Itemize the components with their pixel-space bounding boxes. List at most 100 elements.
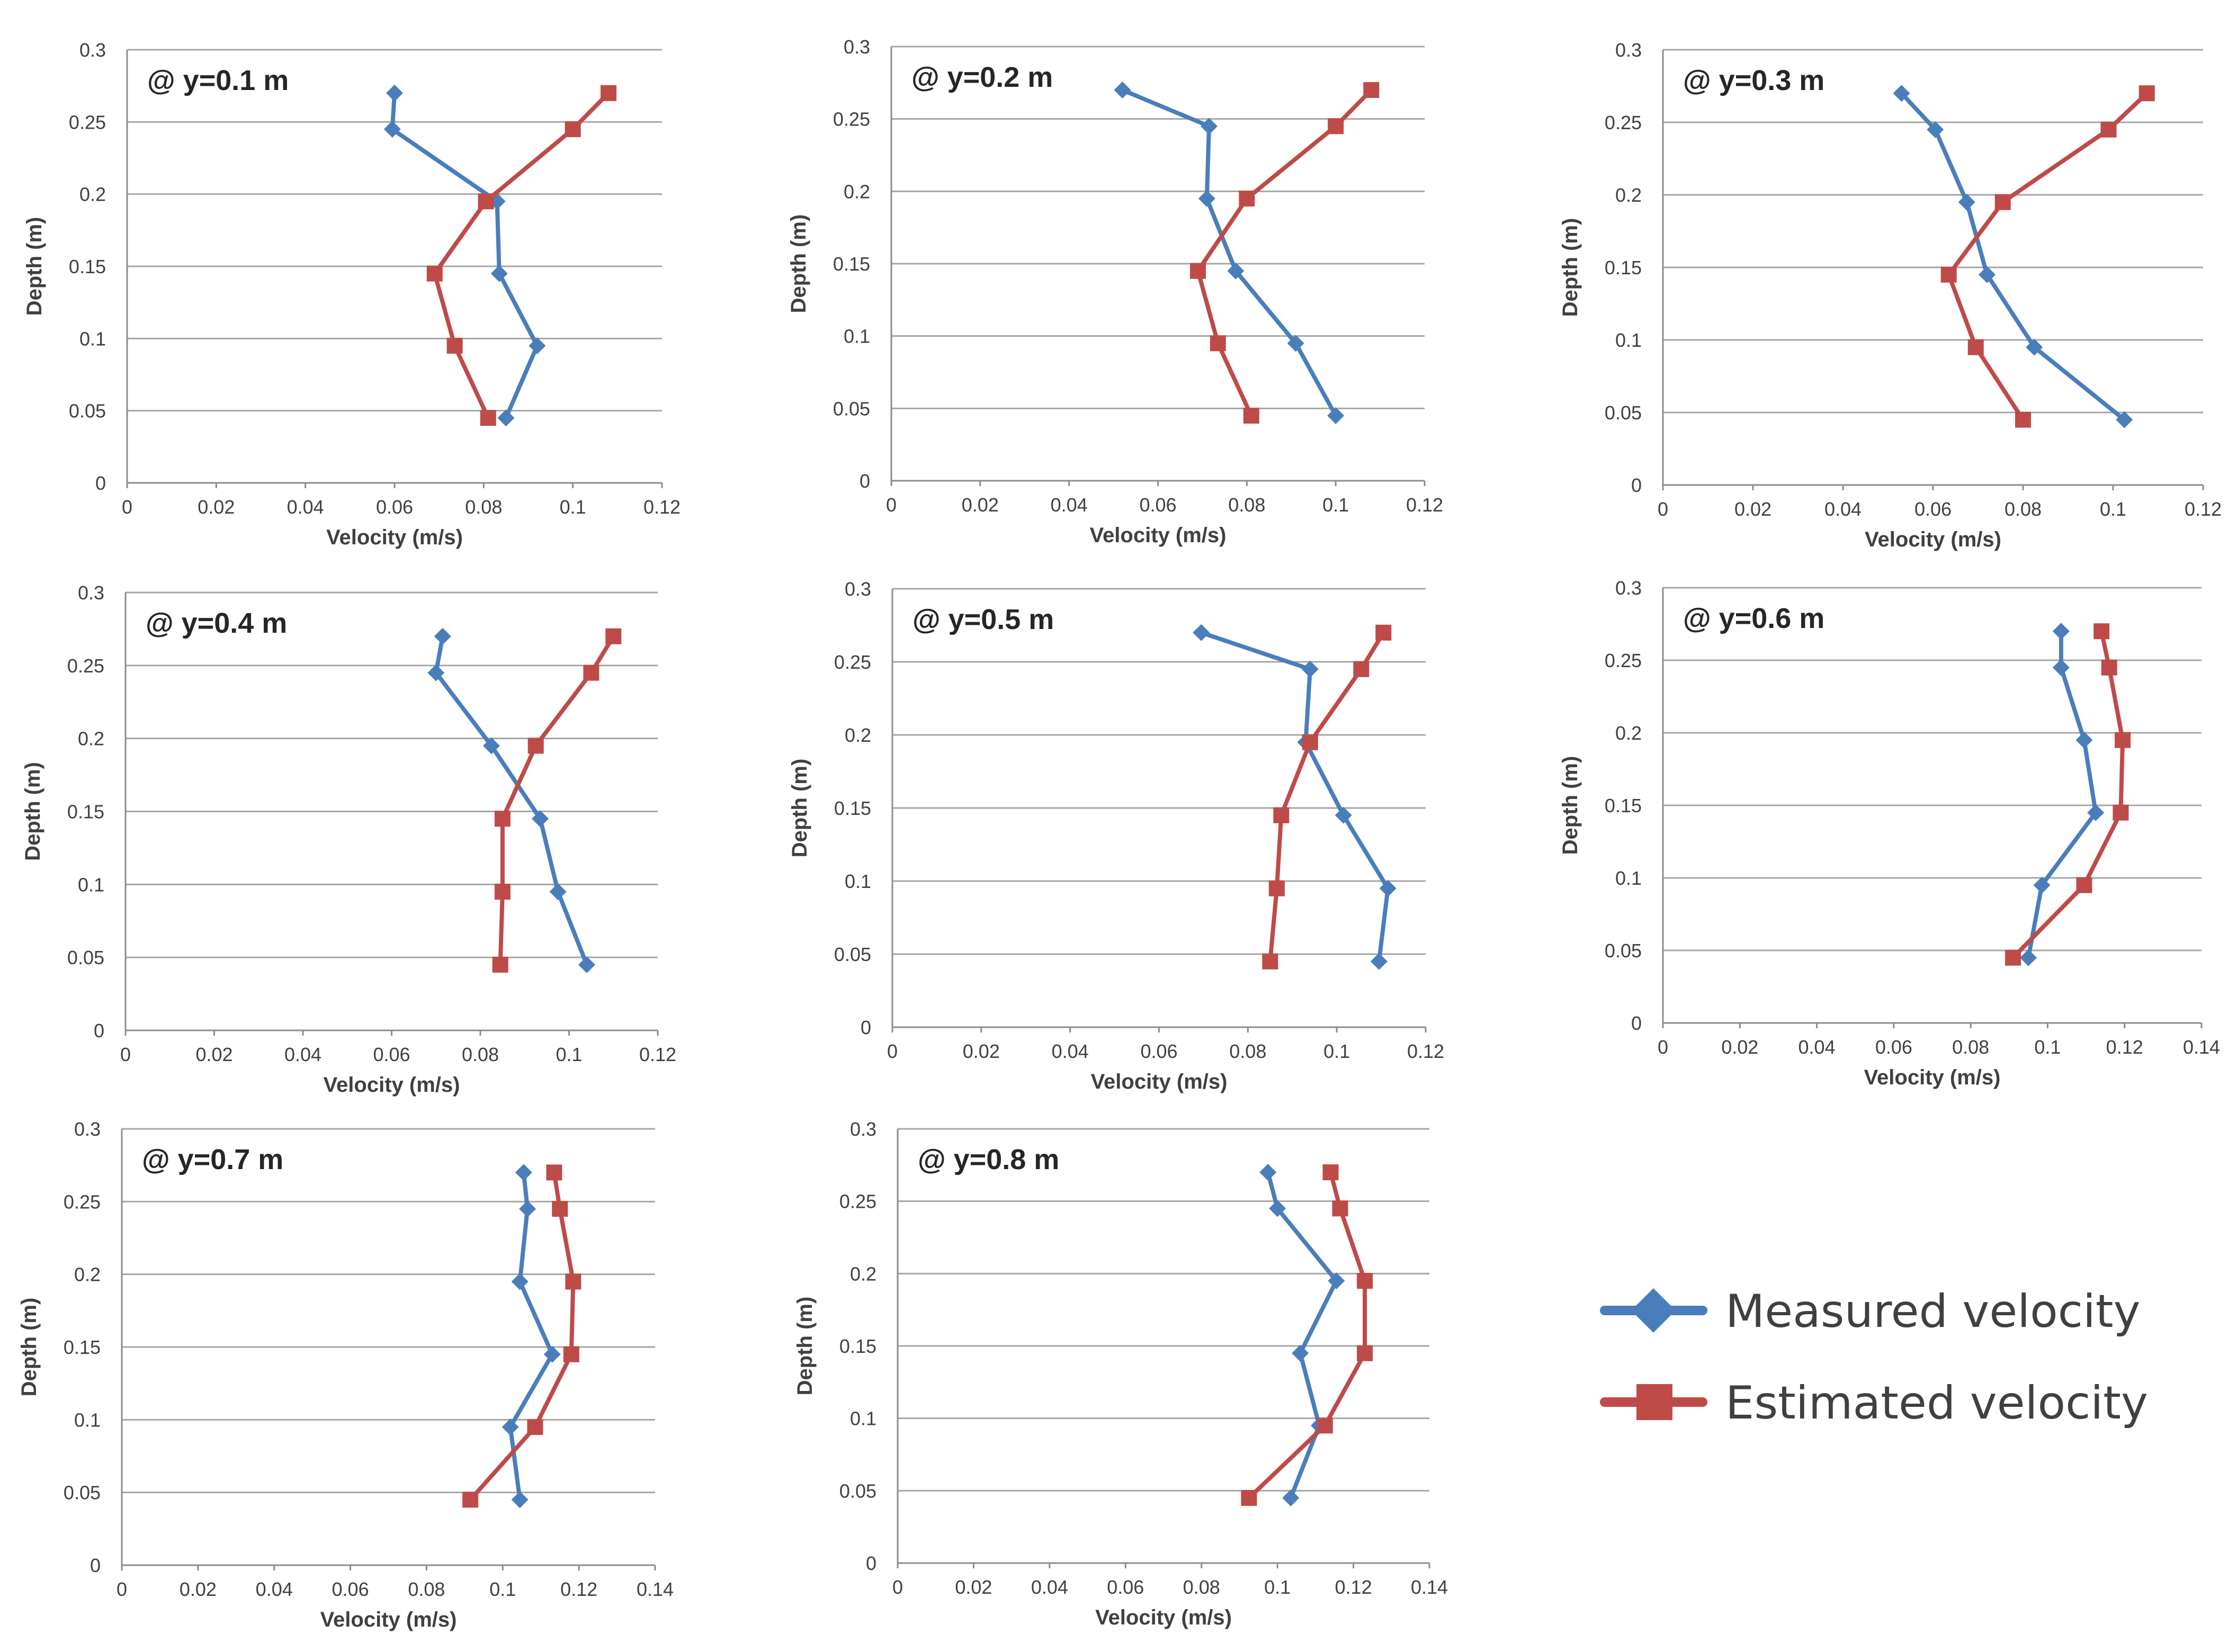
data-point-diamond: [2026, 338, 2043, 356]
x-tick-label: 0: [122, 496, 132, 518]
data-point-square: [2138, 85, 2155, 102]
chart-panel: 0 0.05 0.1 0.15 0.2 0.25 0.3 0 0.02 0.04 0.06 0.08 0…: [793, 1118, 1448, 1629]
x-axis-label: Velocity (m/s): [1095, 1606, 1232, 1629]
x-tick-label: 0.12: [643, 496, 681, 518]
x-tick-label: 0.04: [287, 496, 324, 518]
data-point-diamond: [502, 1418, 519, 1436]
data-point-square: [1241, 1490, 1257, 1506]
data-point-diamond: [1292, 1344, 1309, 1362]
data-point-square: [2005, 949, 2021, 966]
data-point-diamond: [1379, 879, 1397, 897]
y-tick-label: 0.15: [69, 256, 106, 277]
y-axis-label: Depth (m): [23, 217, 46, 316]
x-tick-label: 0.08: [1952, 1036, 1989, 1058]
y-tick-label: 0.3: [844, 36, 870, 58]
x-tick-label: 0.02: [198, 496, 235, 518]
data-point-diamond: [2033, 876, 2051, 894]
y-axis-label: Depth (m): [788, 759, 811, 858]
data-point-square: [1302, 734, 1318, 750]
series-estimated: [1940, 85, 2155, 428]
data-point-diamond: [549, 883, 567, 901]
x-tick-label: 0.12: [1407, 1040, 1444, 1062]
x-tick-label: 0.1: [489, 1578, 516, 1600]
x-tick-label: 0.08: [1183, 1576, 1220, 1598]
x-tick-label: 0.12: [1335, 1576, 1372, 1598]
panel-title: @ y=0.3 m: [1683, 65, 1824, 96]
x-tick-label: 0.08: [1228, 494, 1265, 516]
data-point-square: [2100, 121, 2117, 138]
chart-panel: 0 0.05 0.1 0.15 0.2 0.25 0.3 0 0.02 0.04 0.06 0.08 0…: [1559, 39, 2222, 551]
series-measured: [427, 627, 595, 973]
series-measured: [2020, 623, 2105, 966]
data-point-diamond: [386, 84, 403, 102]
y-tick-label: 0.3: [78, 582, 104, 604]
legend-item-estimated: Estimated velocity: [1600, 1377, 2148, 1430]
y-tick-label: 0.15: [833, 253, 870, 275]
data-point-square: [1375, 624, 1392, 641]
series-line: [2011, 631, 2125, 959]
series-line: [1200, 631, 1390, 962]
y-tick-label: 0.05: [67, 947, 104, 968]
data-point-diamond: [1227, 262, 1245, 280]
data-point-diamond: [1927, 121, 1944, 138]
x-tick-label: 0.12: [2185, 498, 2222, 520]
y-tick-label: 0.1: [79, 328, 106, 349]
data-point-diamond: [2075, 731, 2093, 749]
x-tick-label: 0.1: [556, 1044, 582, 1065]
data-point-square: [565, 121, 581, 137]
y-tick-label: 0.25: [1605, 650, 1642, 671]
y-tick-label: 0: [90, 1555, 101, 1576]
y-tick-label: 0.1: [844, 326, 870, 347]
y-tick-label: 0.1: [850, 1408, 876, 1430]
data-point-square: [565, 1273, 581, 1290]
data-point-diamond: [532, 810, 549, 828]
data-point-square: [1190, 263, 1206, 279]
data-point-diamond: [497, 409, 515, 427]
y-axis-label: Depth (m): [1559, 756, 1582, 855]
x-tick-label: 0.04: [1051, 494, 1088, 516]
x-tick-label: 0.02: [195, 1044, 232, 1065]
chart-panel: 0 0.05 0.1 0.15 0.2 0.25 0.3 0 0.02 0.04 0.06 0.08 0…: [17, 1118, 674, 1631]
x-axis-label: Velocity (m/s): [320, 1608, 457, 1631]
x-tick-label: 0: [886, 494, 897, 516]
y-tick-label: 0.05: [64, 1482, 101, 1504]
data-point-diamond: [1301, 660, 1319, 678]
series-line: [432, 91, 610, 419]
series-estimated: [1190, 82, 1380, 424]
data-point-square: [2015, 411, 2031, 428]
data-point-square: [1994, 194, 2011, 210]
data-point-diamond: [578, 956, 595, 973]
x-tick-label: 0.06: [376, 496, 413, 518]
series-line: [1247, 1171, 1367, 1500]
x-tick-label: 0.06: [332, 1578, 369, 1600]
legend: Measured velocity Estimated velocity: [1600, 1285, 2148, 1430]
x-axis-label: Velocity (m/s): [1090, 524, 1227, 547]
data-point-diamond: [490, 265, 508, 282]
x-tick-label: 0.02: [1721, 1036, 1758, 1058]
y-tick-label: 0.05: [834, 944, 871, 965]
y-tick-label: 0: [95, 472, 106, 494]
data-point-square: [2076, 877, 2092, 893]
panel-title: @ y=0.7 m: [142, 1144, 283, 1175]
data-point-square: [1357, 1273, 1373, 1289]
y-tick-label: 0.15: [834, 797, 871, 819]
series-measured: [383, 84, 546, 427]
x-tick-label: 0.12: [2106, 1036, 2143, 1058]
legend-item-measured: Measured velocity: [1600, 1285, 2141, 1338]
y-tick-label: 0.25: [833, 109, 870, 130]
data-point-diamond: [1327, 407, 1345, 424]
data-point-diamond: [1269, 1200, 1286, 1217]
data-point-square: [546, 1164, 562, 1181]
series-estimated: [492, 628, 622, 973]
x-tick-label: 0: [120, 1044, 131, 1065]
y-tick-label: 0.15: [839, 1335, 876, 1357]
chart-panel: 0 0.05 0.1 0.15 0.2 0.25 0.3 0 0.02 0.04 0.06 0.08 0…: [21, 582, 676, 1097]
data-point-square: [478, 193, 494, 210]
x-tick-label: 0: [1658, 498, 1668, 520]
x-tick-label: 0.08: [408, 1578, 445, 1600]
y-tick-label: 0.25: [834, 651, 871, 673]
data-point-square: [1328, 118, 1344, 134]
chart-panel: 0 0.05 0.1 0.15 0.2 0.25 0.3 0 0.02 0.04 0.06 0.08 0…: [23, 39, 681, 549]
y-axis-label: Depth (m): [17, 1298, 41, 1397]
data-point-square: [1322, 1164, 1339, 1180]
